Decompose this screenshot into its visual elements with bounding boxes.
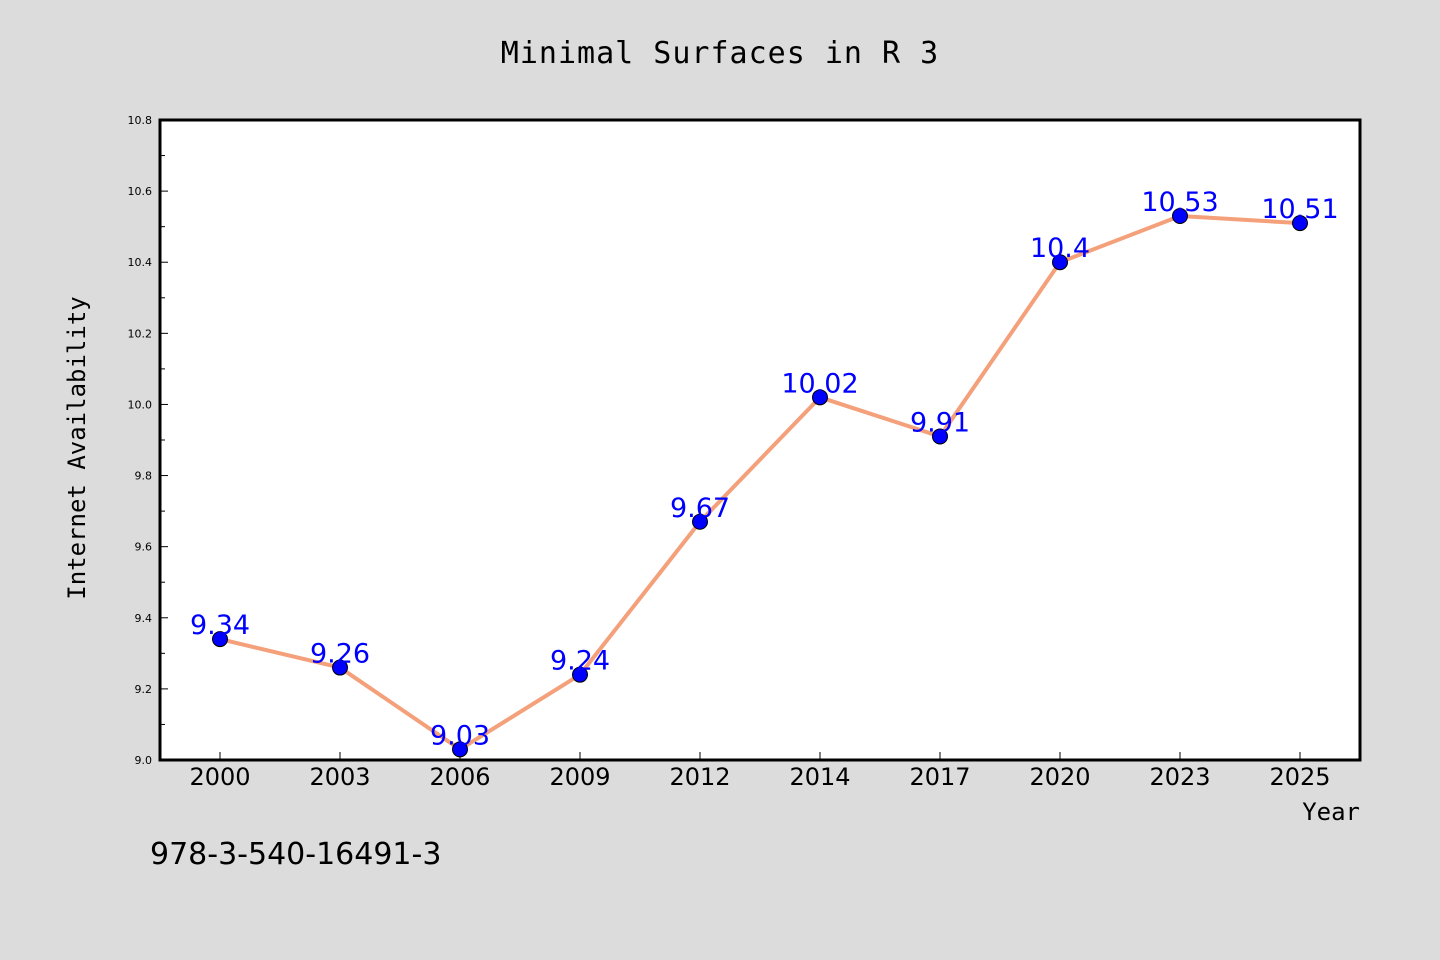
- data-label: 9.24: [550, 646, 610, 677]
- y-tick-label: 9.6: [135, 541, 153, 554]
- data-label: 10.4: [1030, 233, 1090, 264]
- y-tick-label: 9.2: [135, 683, 153, 696]
- data-point: [692, 513, 708, 530]
- y-tick-label: 9.0: [135, 754, 153, 767]
- x-tick-label: 2009: [549, 763, 610, 791]
- x-tick-label: 2025: [1269, 763, 1330, 791]
- series-line: [219, 214, 1301, 752]
- x-tick-label: 2023: [1149, 763, 1210, 791]
- data-label: 9.34: [190, 610, 250, 641]
- data-point: [812, 389, 828, 406]
- y-tick-label: 9.8: [135, 470, 153, 483]
- plot-area: [158, 118, 1362, 762]
- data-label: 9.91: [910, 407, 970, 438]
- data-label: 10.51: [1261, 194, 1338, 225]
- footer-code: 978-3-540-16491-3: [150, 837, 441, 872]
- data-point: [332, 659, 348, 676]
- data-point: [1292, 215, 1308, 232]
- y-tick-label: 9.4: [135, 612, 153, 625]
- series-group: [212, 208, 1308, 758]
- data-label: 10.53: [1141, 187, 1218, 218]
- x-tick-label: 2000: [189, 763, 250, 791]
- y-tick-label: 10.4: [128, 256, 153, 269]
- x-tick-label: 2006: [429, 763, 490, 791]
- data-point: [212, 631, 228, 648]
- x-axis: 2000 2003 2006 2009 2012 2014 2017 2020 2023 2025: [189, 752, 1331, 791]
- data-label: 10.02: [781, 368, 858, 399]
- data-point: [572, 666, 588, 683]
- y-tick-label: 10.2: [128, 327, 153, 340]
- x-tick-label: 2014: [789, 763, 850, 791]
- y-axis: 9.0 9.2 9.4 9.6 9.8 10.0 10.2 10.4 10.6 10.8: [128, 114, 168, 767]
- y-tick-label: 10.0: [128, 398, 153, 411]
- y-tick-label: 10.6: [128, 185, 153, 198]
- data-point: [452, 741, 468, 758]
- y-tick-label: 10.8: [128, 114, 153, 127]
- x-axis-label: Year: [1302, 798, 1360, 826]
- data-point: [1172, 208, 1188, 224]
- data-label: 9.03: [430, 720, 490, 751]
- data-label-group: 9.34 9.26 9.03 9.24 9.67 10.02 9.91 10.4 10.53 10…: [190, 187, 1339, 751]
- data-point: [1052, 254, 1068, 271]
- data-label: 9.26: [310, 639, 370, 670]
- x-tick-label: 2017: [909, 763, 970, 791]
- chart-title: Minimal Surfaces in R 3: [501, 36, 939, 71]
- data-label: 9.67: [670, 493, 730, 524]
- data-point: [932, 428, 948, 445]
- y-axis-label: Internet Availability: [63, 296, 91, 599]
- x-tick-label: 2020: [1029, 763, 1090, 791]
- x-tick-label: 2012: [669, 763, 730, 791]
- x-tick-label: 2003: [309, 763, 370, 791]
